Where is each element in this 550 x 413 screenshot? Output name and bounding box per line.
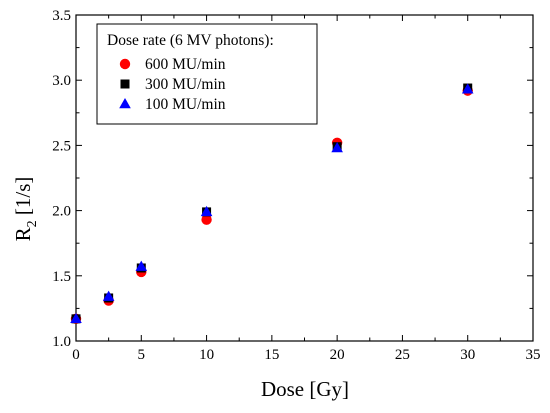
y-axis-title: R2 [1/s] xyxy=(11,177,40,242)
y-axis-title-unit: [1/s] xyxy=(11,177,35,221)
x-tick-label: 15 xyxy=(264,347,279,363)
y-axis-title-subscript: 2 xyxy=(25,220,40,227)
data-point-triangle xyxy=(70,312,82,324)
data-point-triangle xyxy=(102,290,115,301)
x-tick-label: 30 xyxy=(460,347,475,363)
legend-marker-triangle xyxy=(119,98,131,109)
data-point-triangle xyxy=(135,260,148,271)
y-tick-label: 2.0 xyxy=(52,204,71,220)
legend-marker-circle xyxy=(119,58,131,70)
x-tick-label: 20 xyxy=(330,347,345,363)
x-tick-label: 25 xyxy=(395,347,410,363)
y-tick-label: 1.5 xyxy=(52,269,71,285)
legend-box xyxy=(96,23,318,125)
legend-entry-circle: 600 MU/min xyxy=(119,56,226,73)
x-tick-label: 0 xyxy=(72,347,80,363)
y-tick-label: 2.5 xyxy=(52,138,71,154)
data-point-triangle xyxy=(331,142,343,153)
x-tick-label: 10 xyxy=(199,347,214,363)
x-tick-label: 35 xyxy=(526,347,541,363)
legend-entry-triangle: 100 MU/min xyxy=(119,96,226,113)
legend: Dose rate (6 MV photons): 600 MU/min 300 … xyxy=(96,23,318,125)
legend-title: Dose rate (6 MV photons): xyxy=(107,32,274,49)
y-axis-title-main: R xyxy=(11,227,35,241)
data-point-triangle xyxy=(200,205,213,217)
legend-label: 100 MU/min xyxy=(145,96,226,113)
y-tick-label: 3.0 xyxy=(52,73,71,89)
legend-label: 600 MU/min xyxy=(145,56,226,73)
data-point-triangle xyxy=(461,83,474,94)
legend-label: 300 MU/min xyxy=(145,76,226,93)
legend-entry-square: 300 MU/min xyxy=(120,76,226,93)
y-tick-label: 3.5 xyxy=(52,8,71,24)
x-tick-label: 5 xyxy=(138,347,146,363)
y-tick-label: 1.0 xyxy=(52,334,71,350)
series-triangle xyxy=(70,83,474,324)
data-points xyxy=(70,83,474,325)
data-point-circle xyxy=(201,214,212,225)
ticks: 0 5 10 15 20 25 30 35 1.0 1.5 2.0 2.5 3.0 3.5 xyxy=(52,8,540,363)
x-axis-title: Dose [Gy] xyxy=(261,377,349,401)
legend-marker-square xyxy=(120,79,130,89)
